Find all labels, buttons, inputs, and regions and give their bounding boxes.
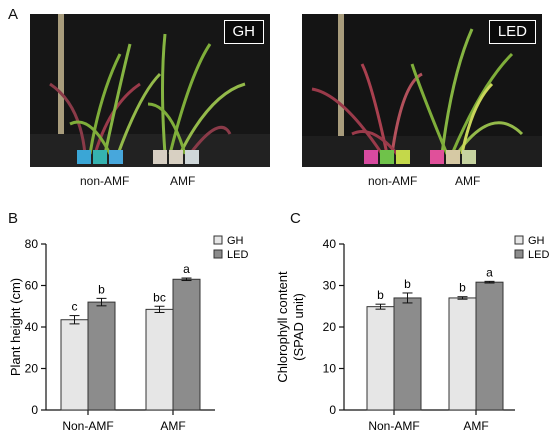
bar-gh [60, 319, 89, 411]
legend-label-led: LED [227, 249, 248, 261]
y-tick-label: 20 [323, 320, 337, 334]
bar-led [87, 301, 116, 411]
panel-b-letter: B [8, 210, 19, 227]
bar-led [393, 297, 422, 411]
bar-gh [448, 297, 477, 411]
photo-led-label: LED [488, 20, 536, 44]
significance-letter: bc [153, 290, 166, 304]
photo-gh-label: GH [223, 20, 264, 44]
legend-label-gh: GH [528, 235, 545, 247]
significance-letter: b [459, 281, 466, 295]
bar-led [475, 281, 504, 411]
plant-height-chart: 0 20 40 60 80 Plant height (cm) Non-AMF c b AMF bc… [8, 235, 248, 433]
y-tick-label: 20 [25, 362, 39, 376]
photo-led-caption-non-amf: non-AMF [368, 174, 418, 188]
y-axis-label: Plant height (cm) [8, 278, 23, 376]
panel-a-letter: A [8, 6, 19, 23]
significance-letter: b [404, 277, 411, 291]
significance-letter: b [98, 282, 105, 296]
photo-gh-caption-non-amf: non-AMF [80, 174, 130, 188]
legend-swatch-gh [514, 235, 524, 245]
photo-led: LED [302, 14, 542, 167]
significance-letter: a [183, 262, 190, 276]
photo-gh: GH [30, 14, 270, 167]
chlorophyll-chart: 0 10 20 30 40 Chlorophyll content (SPAD unit) N… [275, 235, 549, 433]
y-tick-label: 0 [329, 403, 336, 417]
panel-c-letter: C [290, 210, 301, 227]
y-axis-label-line: Chlorophyll content [275, 271, 290, 383]
significance-letter: c [72, 300, 78, 314]
y-tick-label: 60 [25, 279, 39, 293]
legend-swatch-led [514, 249, 524, 259]
x-tick-label: AMF [160, 419, 185, 433]
legend-label-gh: GH [227, 235, 244, 247]
legend-swatch-led [213, 249, 223, 259]
y-tick-label: 30 [323, 279, 337, 293]
photo-led-caption-amf: AMF [455, 174, 481, 188]
bar-led [172, 278, 201, 411]
y-tick-label: 0 [31, 403, 38, 417]
photo-gh-caption-amf: AMF [170, 174, 196, 188]
x-tick-label: Non-AMF [62, 419, 113, 433]
significance-letter: b [377, 288, 384, 302]
significance-letter: a [486, 265, 493, 279]
y-axis-label-line: (SPAD unit) [291, 293, 306, 361]
y-tick-label: 80 [25, 237, 39, 251]
y-tick-label: 10 [323, 362, 337, 376]
x-tick-label: Non-AMF [368, 419, 419, 433]
legend-swatch-gh [213, 235, 223, 245]
bar-gh [366, 306, 395, 411]
y-tick-label: 40 [323, 237, 337, 251]
y-tick-label: 40 [25, 320, 39, 334]
x-tick-label: AMF [463, 419, 488, 433]
legend-label-led: LED [528, 249, 549, 261]
bar-gh [145, 308, 174, 411]
